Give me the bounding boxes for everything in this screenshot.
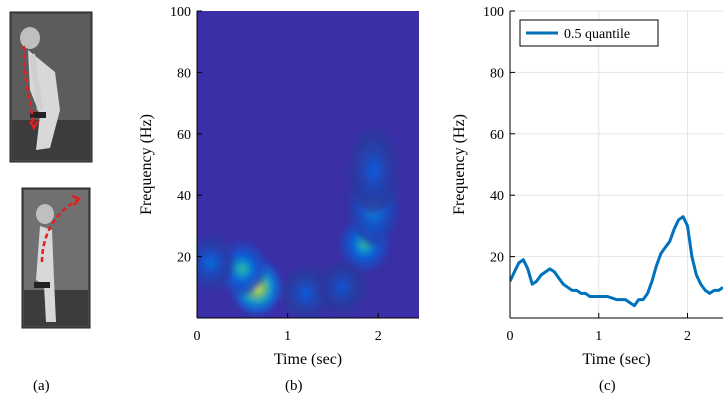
y-tick-label: 100 — [483, 5, 504, 20]
x-tick-label: 1 — [284, 329, 291, 344]
quantile-panel: 0 1 2 20 40 60 80 100 Time (sec) Frequency (Hz) 0… — [451, 5, 723, 368]
x-tick-label: 2 — [684, 329, 691, 344]
spectrogram-hotspot — [369, 162, 379, 179]
x-tick-label: 2 — [375, 329, 382, 344]
spectrogram-hotspot — [237, 263, 247, 274]
y-tick-label: 40 — [490, 189, 504, 204]
y-tick-label: 20 — [177, 251, 191, 266]
x-axis-label: Time (sec) — [582, 351, 650, 368]
y-tick-label: 100 — [170, 5, 191, 20]
caption-b: (b) — [285, 378, 303, 394]
spectrogram-panel: 0 1 2 20 40 60 80 100 Time (sec) Frequency (Hz) — [138, 5, 419, 368]
y-tick-label: 60 — [490, 128, 504, 143]
spectrogram-hotspot — [301, 288, 311, 299]
x-axis-label: Time (sec) — [274, 351, 342, 368]
caption-c: (c) — [599, 378, 616, 394]
spectrogram-hotspot — [337, 282, 347, 293]
y-tick-label: 60 — [177, 128, 191, 143]
legend: 0.5 quantile — [519, 19, 659, 47]
legend-label: 0.5 quantile — [564, 27, 630, 42]
caption-a: (a) — [33, 378, 50, 394]
quantile-line — [510, 215, 723, 308]
x-tick-label: 1 — [595, 329, 602, 344]
x-tick-label: 0 — [507, 329, 514, 344]
y-tick-label: 80 — [490, 66, 504, 81]
exercise-photos — [9, 11, 93, 329]
y-tick-label: 20 — [490, 251, 504, 266]
y-axis-label: Frequency (Hz) — [138, 114, 155, 215]
y-axis-label: Frequency (Hz) — [451, 114, 468, 215]
y-tick-label: 80 — [177, 66, 191, 81]
y-tick-label: 40 — [177, 189, 191, 204]
spectrogram-hotspot — [206, 257, 216, 268]
x-tick-label: 0 — [194, 329, 201, 344]
